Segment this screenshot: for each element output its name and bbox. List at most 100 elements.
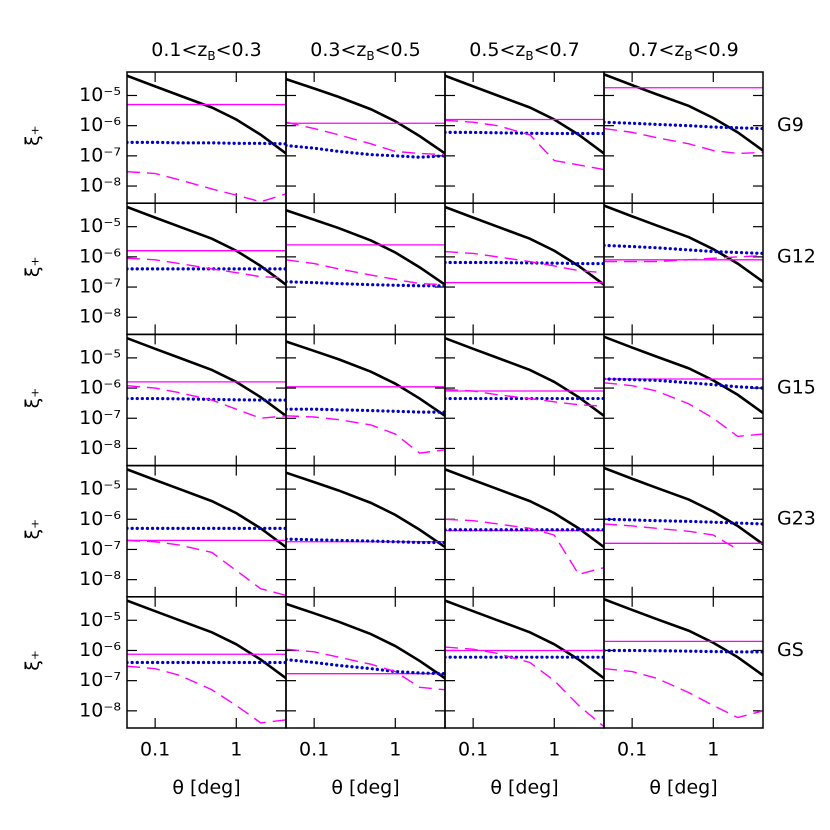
column-title: 0.3<zB<0.5 xyxy=(310,39,420,63)
series-line xyxy=(604,243,763,256)
x-tick-label: 0.1 xyxy=(458,739,488,761)
title-part: 0.1<z xyxy=(151,39,207,61)
x-tick-label: 1 xyxy=(707,739,719,761)
series-line xyxy=(604,597,763,677)
panel-frame xyxy=(603,333,764,467)
title-sub: B xyxy=(207,49,215,63)
series-line xyxy=(445,260,604,266)
series-line xyxy=(445,646,604,728)
title-sub: B xyxy=(525,49,533,63)
title-part: <0.5 xyxy=(375,39,421,61)
series-line xyxy=(127,170,286,203)
x-axis-label: θ [deg] xyxy=(331,777,399,799)
series-line xyxy=(286,121,445,156)
y-axis-label: ξ₊ xyxy=(22,519,44,540)
series-line xyxy=(604,120,763,131)
y-tick-label: 10⁻⁶ xyxy=(79,377,121,399)
column-title: 0.5<zB<0.7 xyxy=(469,39,579,63)
panel-frame xyxy=(603,202,764,336)
x-tick-label: 1 xyxy=(548,739,560,761)
series-line xyxy=(127,468,286,549)
series-line xyxy=(604,73,763,152)
column-title: 0.1<zB<0.3 xyxy=(151,39,261,63)
series-line xyxy=(127,539,286,597)
panel-frame xyxy=(444,202,605,336)
y-tick-label: 10⁻⁵ xyxy=(79,215,121,237)
panel-frame xyxy=(444,596,605,729)
series-line xyxy=(286,657,445,676)
series-line xyxy=(286,143,445,159)
y-tick-label: 10⁻⁵ xyxy=(79,478,121,500)
panel-frame xyxy=(603,464,764,598)
x-axis-label: θ [deg] xyxy=(649,777,717,799)
x-tick-label: 1 xyxy=(389,739,401,761)
y-tick-label: 10⁻⁷ xyxy=(79,538,121,560)
series-line xyxy=(286,259,445,286)
y-tick-label: 10⁻⁷ xyxy=(79,144,121,166)
column-title: 0.7<zB<0.9 xyxy=(628,39,738,63)
series-line xyxy=(286,648,445,691)
series-line xyxy=(286,77,445,155)
series-line xyxy=(604,667,763,719)
series-line xyxy=(445,599,604,680)
series-line xyxy=(445,250,604,274)
series-line xyxy=(127,665,286,724)
series-line xyxy=(604,204,763,283)
row-label: GS xyxy=(777,639,804,661)
title-sub: B xyxy=(366,49,374,63)
y-tick-label: 10⁻⁸ xyxy=(79,175,121,197)
row-label: G23 xyxy=(777,508,816,530)
series-line xyxy=(604,254,763,263)
title-part: 0.7<z xyxy=(628,39,684,61)
y-tick-label: 10⁻⁷ xyxy=(79,407,121,429)
series-line xyxy=(286,602,445,680)
panel-frame xyxy=(126,464,287,598)
panel-frame xyxy=(444,333,605,467)
x-axis-label: θ [deg] xyxy=(172,777,240,799)
series-line xyxy=(445,119,604,171)
series-line xyxy=(604,382,763,438)
y-tick-label: 10⁻⁷ xyxy=(79,669,121,691)
x-tick-label: 0.1 xyxy=(617,739,647,761)
y-tick-label: 10⁻⁵ xyxy=(79,346,121,368)
x-tick-label: 0.1 xyxy=(140,739,170,761)
series-line xyxy=(604,466,763,546)
series-line xyxy=(127,257,286,279)
series-line xyxy=(604,648,763,654)
y-tick-label: 10⁻⁵ xyxy=(79,84,121,106)
series-line xyxy=(127,74,286,155)
series-line xyxy=(127,384,286,419)
series-line xyxy=(286,471,445,549)
y-axis-label: ξ₊ xyxy=(22,388,44,409)
y-tick-label: 10⁻⁸ xyxy=(79,437,121,459)
y-tick-label: 10⁻⁸ xyxy=(79,568,121,590)
series-line xyxy=(127,396,286,402)
series-line xyxy=(445,336,604,417)
series-line xyxy=(445,388,604,407)
panel-frame xyxy=(444,71,605,204)
series-line xyxy=(286,209,445,286)
series-line xyxy=(286,537,445,545)
panel-frame xyxy=(126,333,287,467)
x-axis-label: θ [deg] xyxy=(490,777,558,799)
series-line xyxy=(604,523,739,551)
panel-frame xyxy=(126,71,287,204)
y-tick-label: 10⁻⁸ xyxy=(79,306,121,328)
y-axis-label: ξ₊ xyxy=(22,256,44,277)
y-tick-label: 10⁻⁶ xyxy=(79,639,121,661)
series-line xyxy=(445,205,604,286)
series-line xyxy=(127,336,286,417)
title-part: 0.5<z xyxy=(469,39,525,61)
series-line xyxy=(127,205,286,286)
panel-frame xyxy=(126,202,287,336)
row-label: G12 xyxy=(777,245,816,267)
title-part: <0.7 xyxy=(534,39,580,61)
title-part: <0.3 xyxy=(216,39,262,61)
series-line xyxy=(445,468,604,549)
panel-frame xyxy=(603,596,764,729)
series-line xyxy=(604,335,763,414)
y-tick-label: 10⁻⁸ xyxy=(79,699,121,721)
row-label: G9 xyxy=(777,114,804,136)
series-line xyxy=(445,74,604,155)
